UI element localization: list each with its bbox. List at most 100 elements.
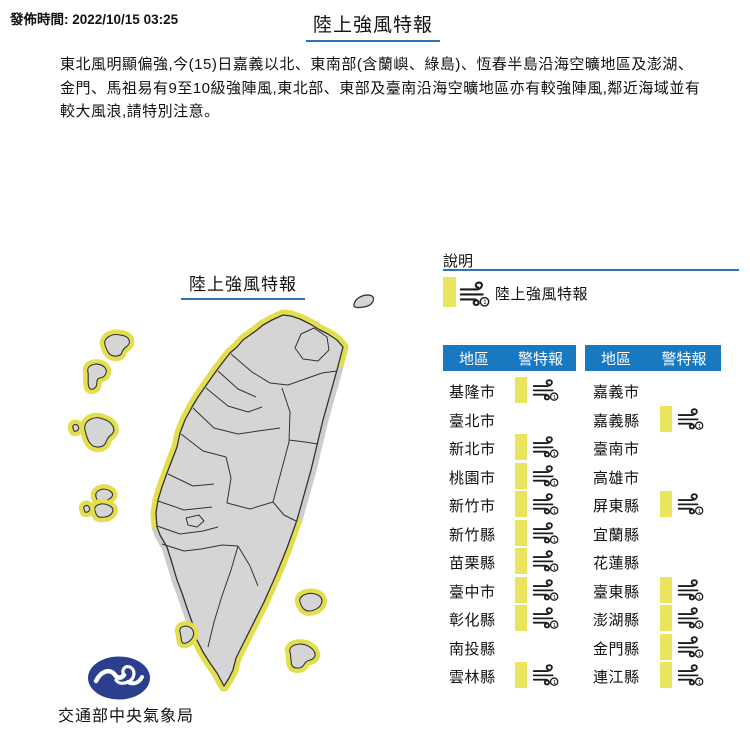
warning-indicator xyxy=(515,490,575,519)
region-name: 彰化縣 xyxy=(449,612,496,629)
table-row: 雲林縣 xyxy=(443,661,576,690)
warning-badge xyxy=(515,576,527,603)
wind-icon xyxy=(677,664,704,686)
warning-badge xyxy=(515,462,527,489)
region-name: 臺東縣 xyxy=(593,583,640,601)
warning-badge xyxy=(515,548,527,574)
table-row: 新竹縣 xyxy=(443,519,576,548)
warning-badge xyxy=(443,277,456,307)
region-name: 高雄市 xyxy=(593,469,640,487)
region-name: 臺中市 xyxy=(449,583,496,601)
table-row: 彰化縣 xyxy=(443,604,576,633)
wind-icon xyxy=(532,436,559,458)
wind-icon xyxy=(677,636,704,658)
table-row: 臺中市 xyxy=(443,576,576,605)
warning-indicator xyxy=(660,576,720,605)
table-row: 南投縣 xyxy=(443,633,576,662)
region-name: 南投縣 xyxy=(449,640,496,658)
table-row: 臺東縣 xyxy=(585,576,721,605)
warning-indicator xyxy=(515,462,575,491)
region-name: 臺南市 xyxy=(593,441,640,458)
region-name: 新竹市 xyxy=(449,498,496,515)
warning-indicator xyxy=(660,490,720,519)
warning-indicator xyxy=(515,547,575,576)
table-row: 嘉義市 xyxy=(585,376,721,405)
warning-badge xyxy=(515,605,527,631)
wind-icon xyxy=(532,379,559,401)
wind-icon xyxy=(532,550,559,572)
warning-indicator xyxy=(660,405,720,434)
warning-indicator xyxy=(660,604,720,633)
warning-indicator xyxy=(515,604,575,633)
table-row: 宜蘭縣 xyxy=(585,519,721,548)
legend-title: 說明 xyxy=(443,253,474,270)
region-name: 臺北市 xyxy=(449,412,496,430)
table-header: 地區 警特報 xyxy=(585,345,721,371)
agency-name: 交通部中央氣象局 xyxy=(58,708,195,725)
wind-icon xyxy=(532,465,559,487)
column-header-warning: 警特報 xyxy=(661,350,707,368)
map-title: 陸上強風特報 xyxy=(181,270,305,300)
wind-icon xyxy=(532,493,559,515)
wind-icon xyxy=(532,522,559,544)
warning-badge xyxy=(660,491,672,517)
warning-badge xyxy=(515,377,527,403)
region-name: 苗栗縣 xyxy=(449,555,496,572)
table-row: 金門縣 xyxy=(585,633,721,662)
warning-badge xyxy=(660,405,672,432)
warning-badge xyxy=(660,576,672,603)
legend-item-label: 陸上強風特報 xyxy=(495,286,589,303)
warning-badge xyxy=(515,491,527,517)
taiwan-main-island xyxy=(155,314,344,687)
cwb-logo xyxy=(88,656,150,700)
warning-indicator xyxy=(515,519,575,548)
column-header-region: 地區 xyxy=(458,350,489,368)
warning-indicator xyxy=(660,661,720,690)
warning-indicator xyxy=(515,661,575,690)
region-name: 屏東縣 xyxy=(593,498,640,515)
region-name: 澎湖縣 xyxy=(593,612,640,629)
region-name: 新北市 xyxy=(449,441,496,458)
warning-indicator xyxy=(515,376,575,405)
warning-badge xyxy=(515,519,527,546)
table-row: 桃園市 xyxy=(443,462,576,491)
table-row: 苗栗縣 xyxy=(443,547,576,576)
county-boundaries xyxy=(156,327,338,648)
column-header-region: 地區 xyxy=(600,350,631,368)
wind-icon xyxy=(677,607,704,629)
region-name: 桃園市 xyxy=(449,469,496,487)
publish-time: 發佈時間: 2022/10/15 03:25 xyxy=(10,12,179,27)
page-title: 陸上強風特報 xyxy=(305,10,441,42)
table-header: 地區 警特報 xyxy=(443,345,576,371)
region-name: 雲林縣 xyxy=(449,669,496,686)
taiwan-map xyxy=(40,294,375,692)
warning-badge xyxy=(660,605,672,631)
table-row: 澎湖縣 xyxy=(585,604,721,633)
table-rows: 嘉義市 嘉義縣 臺南市 高雄市 屏東縣 宜蘭縣 花蓮縣 臺東縣 澎湖縣 金門縣 連江縣 xyxy=(585,376,721,690)
region-name: 嘉義縣 xyxy=(593,412,640,430)
table-rows: 基隆市 臺北市 新北市 桃園市 新竹市 新竹縣 苗栗縣 臺中市 彰化縣 南投縣 雲林縣 xyxy=(443,376,576,690)
table-row: 臺北市 xyxy=(443,405,576,434)
warning-indicator xyxy=(515,433,575,462)
warning-badge xyxy=(660,633,672,660)
region-name: 新竹縣 xyxy=(449,526,496,544)
guishan-island xyxy=(353,294,375,309)
warning-indicator xyxy=(515,576,575,605)
table-row: 高雄市 xyxy=(585,462,721,491)
warning-badge xyxy=(515,434,527,460)
region-name: 嘉義市 xyxy=(593,384,640,401)
wind-icon xyxy=(677,579,704,601)
table-row: 嘉義縣 xyxy=(585,405,721,434)
wind-icon xyxy=(532,664,559,686)
wind-icon xyxy=(677,493,704,515)
wind-icon xyxy=(459,281,490,307)
table-row: 臺南市 xyxy=(585,433,721,462)
offshore-islands xyxy=(73,294,375,668)
region-name: 連江縣 xyxy=(593,669,640,686)
wind-icon xyxy=(677,408,704,430)
table-row: 連江縣 xyxy=(585,661,721,690)
legend-divider xyxy=(443,269,739,271)
wind-icon xyxy=(532,607,559,629)
table-row: 屏東縣 xyxy=(585,490,721,519)
